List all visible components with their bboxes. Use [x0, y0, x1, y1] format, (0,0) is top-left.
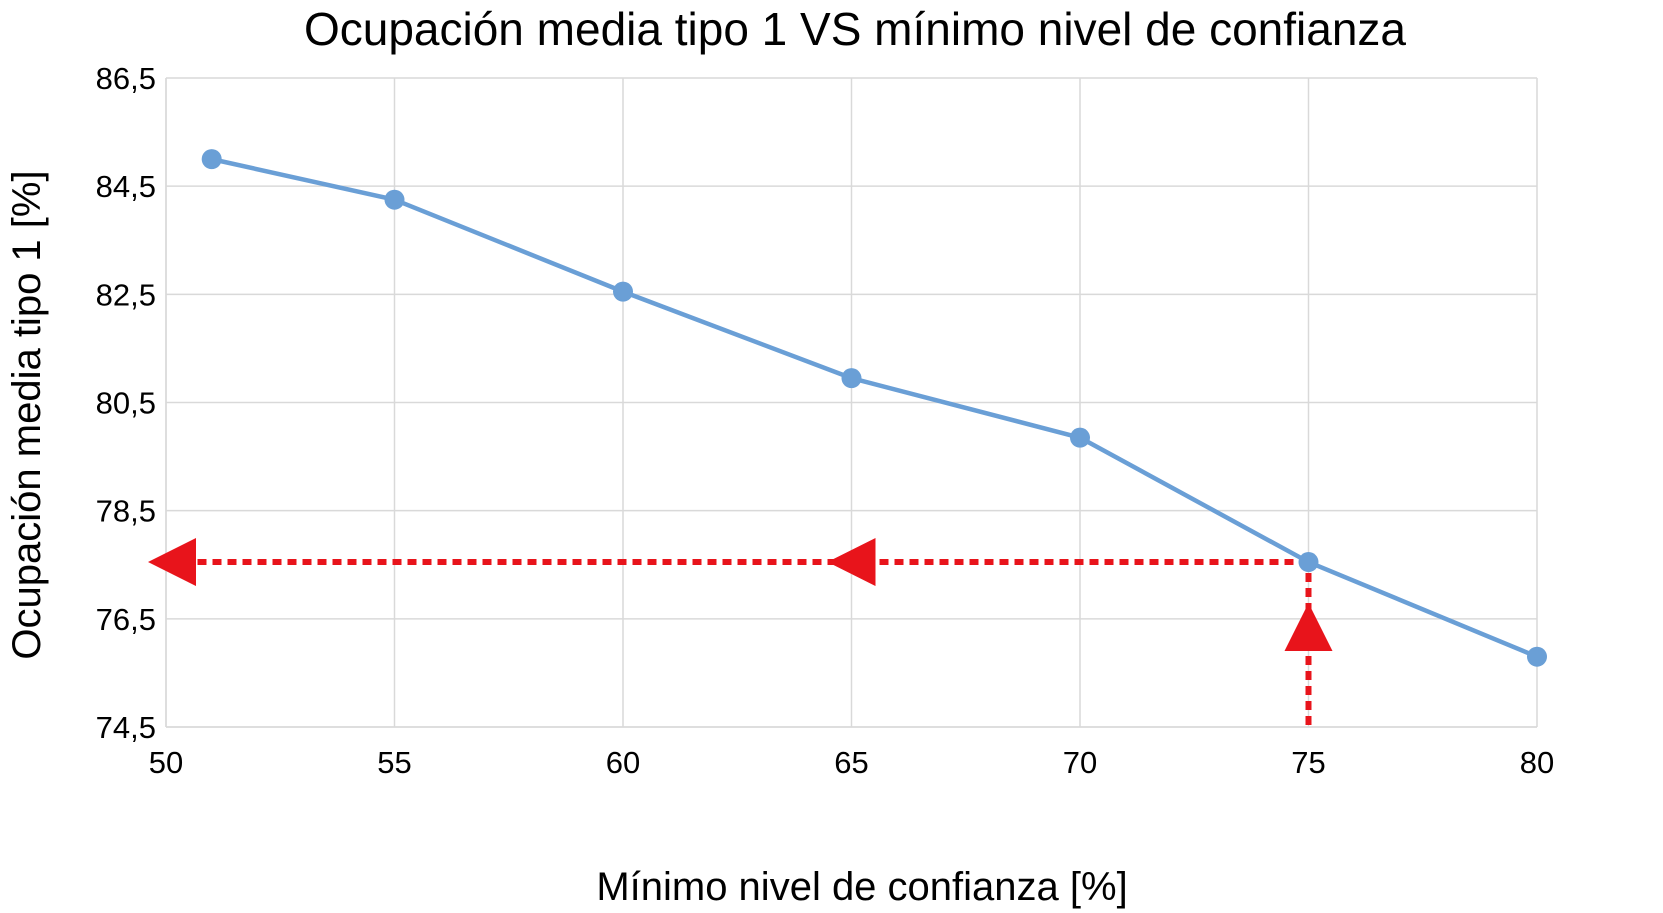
- x-tick-label: 55: [377, 745, 411, 780]
- tick-labels: 74,5 76,5 78,5 80,5 82,5 84,5 86,5 50 55 60 65 70 75…: [96, 61, 1555, 780]
- data-point: [384, 189, 405, 210]
- data-point: [1070, 427, 1090, 448]
- data-point: [613, 281, 633, 302]
- y-tick-label: 80,5: [96, 386, 156, 421]
- y-tick-label: 74,5: [96, 710, 156, 745]
- y-tick-label: 76,5: [96, 602, 156, 637]
- y-tick-label: 82,5: [96, 277, 156, 312]
- x-tick-label: 65: [834, 745, 868, 780]
- grid: [165, 77, 1538, 728]
- x-tick-label: 80: [1520, 745, 1554, 780]
- x-axis-label: Mínimo nivel de confianza [%]: [596, 865, 1127, 909]
- x-tick-label: 75: [1291, 745, 1325, 780]
- series-line: [211, 156, 1538, 659]
- x-tick-label: 60: [606, 745, 640, 780]
- x-tick-label: 50: [149, 745, 183, 780]
- x-tick-label: 70: [1063, 745, 1097, 780]
- chart-title: Ocupación media tipo 1 VS mínimo nivel d…: [304, 3, 1406, 55]
- y-tick-label: 86,5: [96, 61, 156, 96]
- data-point: [1298, 552, 1319, 573]
- y-tick-label: 78,5: [96, 494, 156, 529]
- y-axis-label: Ocupación media tipo 1 [%]: [5, 170, 49, 659]
- data-point: [841, 368, 862, 389]
- y-tick-label: 84,5: [96, 169, 156, 204]
- series: [201, 149, 1547, 667]
- annotation: [148, 538, 1333, 725]
- data-point: [201, 149, 222, 170]
- data-point: [1527, 646, 1547, 667]
